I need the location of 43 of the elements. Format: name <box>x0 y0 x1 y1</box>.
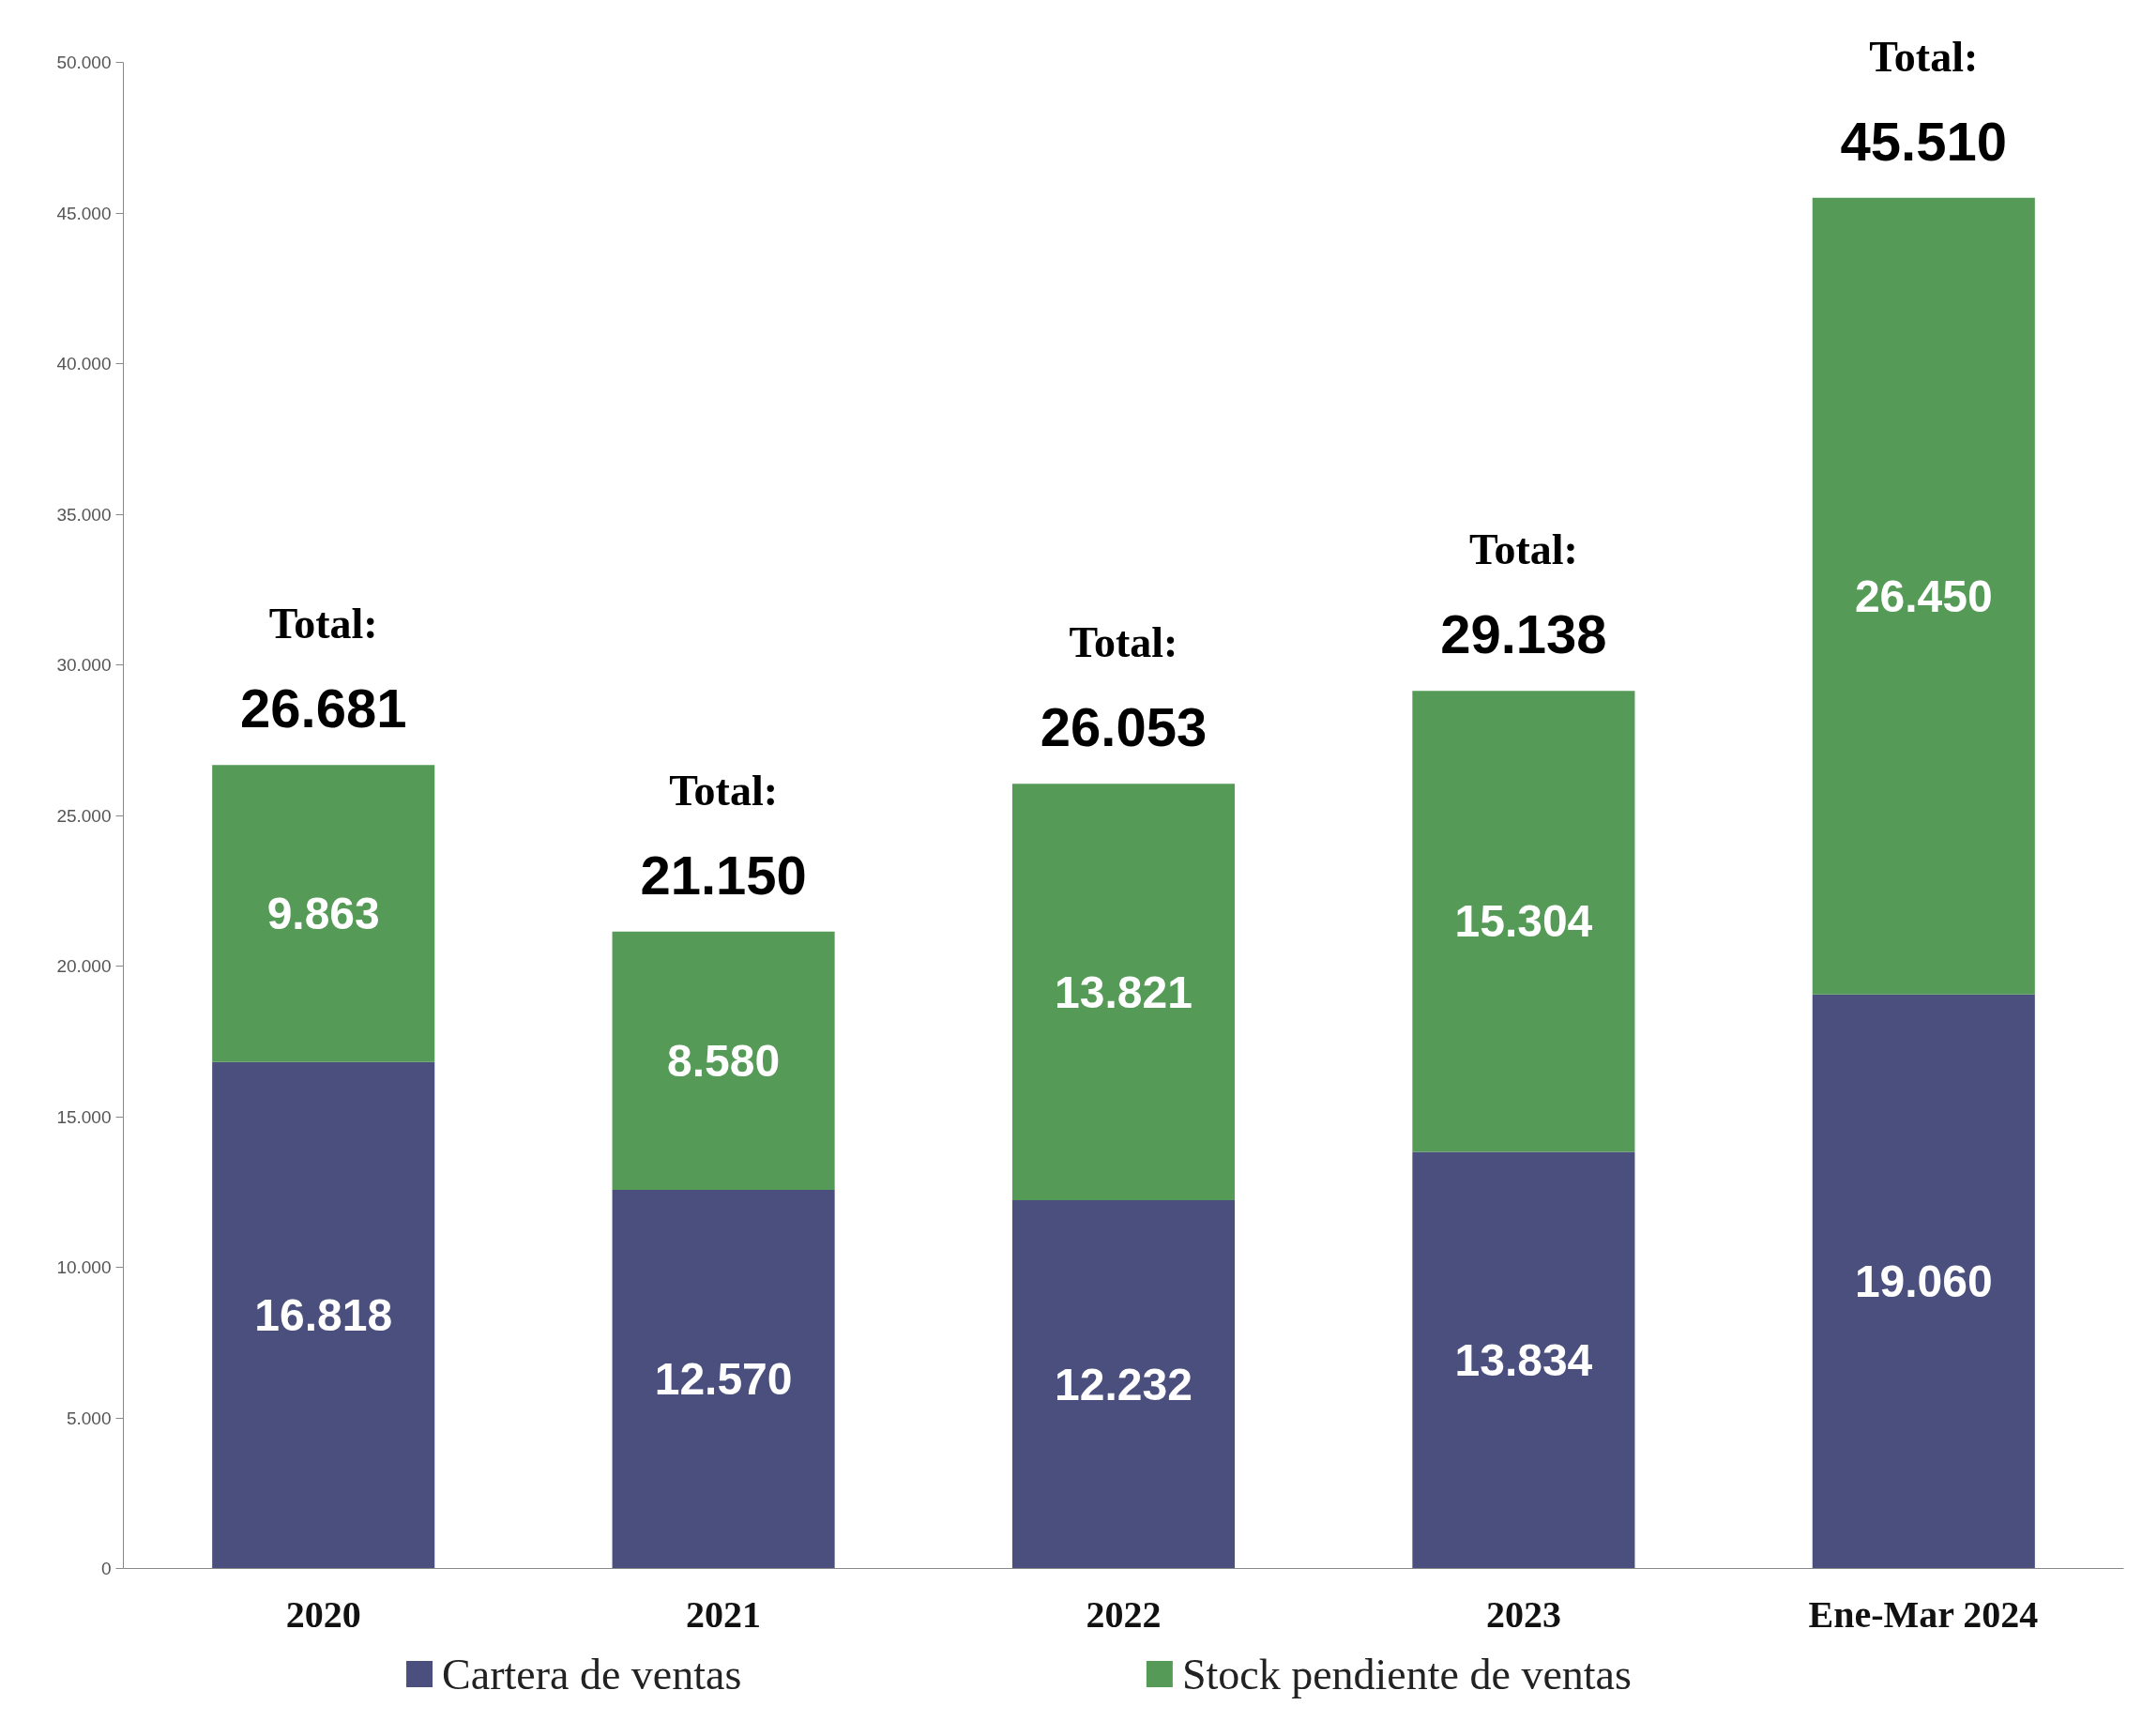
bar <box>212 765 435 1062</box>
total-label: Total: 26.053 <box>1040 618 1208 758</box>
data-label: 8.580 <box>667 1035 781 1086</box>
x-tick-label: 2021 <box>686 1592 762 1636</box>
data-label: 16.818 <box>254 1290 393 1341</box>
bar <box>1011 1199 1236 1569</box>
data-label: 13.821 <box>1055 967 1193 1017</box>
data-label: 19.060 <box>1854 1256 1993 1307</box>
data-label: 15.304 <box>1454 896 1593 947</box>
y-tick-label: 30.000 <box>56 655 112 676</box>
legend-label: Cartera de ventas <box>442 1650 742 1698</box>
total-label: Total: 29.138 <box>1440 525 1607 665</box>
bar <box>1812 197 2035 995</box>
data-label: 13.834 <box>1454 1334 1593 1385</box>
y-tick-label: 40.000 <box>56 354 112 374</box>
y-tick-label: 15.000 <box>56 1106 112 1127</box>
y-tick-label: 35.000 <box>56 504 112 525</box>
legend-label: Stock pendiente de ventas <box>1181 1650 1632 1698</box>
y-tick-label: 45.000 <box>56 203 112 223</box>
data-label: 26.450 <box>1854 571 1993 621</box>
total-label: Total: 26.681 <box>240 600 407 739</box>
bar <box>1812 994 2035 1569</box>
y-tick-label: 20.000 <box>56 956 112 977</box>
x-tick-label: 2020 <box>285 1592 361 1636</box>
y-tick-label: 10.000 <box>56 1257 112 1278</box>
y-tick-label: 50.000 <box>56 53 112 73</box>
y-tick-label: 5.000 <box>66 1408 112 1428</box>
bar <box>612 1190 835 1569</box>
total-label: Total: 45.510 <box>1840 32 2008 172</box>
x-tick-label: 2022 <box>1086 1592 1162 1636</box>
y-tick-label: 0 <box>100 1559 112 1578</box>
bar <box>612 931 835 1191</box>
data-label: 12.232 <box>1055 1359 1193 1409</box>
x-tick-label: Ene-Mar 2024 <box>1808 1592 2039 1636</box>
bar <box>1412 691 1635 1152</box>
x-tick-label: 2023 <box>1485 1592 1561 1636</box>
bar <box>1011 784 1236 1200</box>
bar <box>212 1061 435 1569</box>
total-label: Total: 21.150 <box>640 766 807 906</box>
bar <box>1412 1151 1635 1569</box>
data-label: 12.570 <box>654 1354 793 1405</box>
y-tick-label: 25.000 <box>56 805 112 826</box>
data-label: 9.863 <box>266 888 380 938</box>
